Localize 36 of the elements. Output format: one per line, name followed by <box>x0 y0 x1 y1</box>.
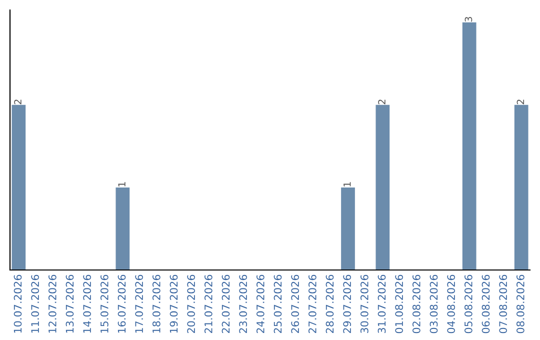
x-tick-label: 08.08.2026 <box>516 274 524 334</box>
x-tick-label: 30.07.2026 <box>360 274 368 334</box>
x-tick-label: 19.07.2026 <box>170 274 178 333</box>
x-tick-label: 17.07.2026 <box>135 274 144 333</box>
x-tick-label: 24.07.2026 <box>256 274 264 334</box>
x-tick-label: 07.08.2026 <box>499 274 508 334</box>
x-tick-label: 23.07.2026 <box>239 274 248 334</box>
x-tick-label: 02.08.2026 <box>412 274 420 334</box>
data-label: 3 <box>464 16 472 22</box>
x-tick-label: 22.07.2026 <box>222 274 230 334</box>
x-tick-label: 26.07.2026 <box>291 274 300 334</box>
x-tick-label: 10.07.2026 <box>14 274 22 333</box>
x-tick-label: 13.07.2026 <box>66 274 74 333</box>
x-tick-label: 01.08.2026 <box>395 274 404 334</box>
data-label: 2 <box>14 100 22 104</box>
data-label: 1 <box>344 182 351 186</box>
x-tick-label: 04.08.2026 <box>447 274 456 334</box>
x-tick-label: 28.07.2026 <box>326 274 334 334</box>
x-tick-label: 18.07.2026 <box>152 274 160 333</box>
x-tick-label: 16.07.2026 <box>118 274 126 333</box>
x-tick-label: 12.07.2026 <box>48 274 56 333</box>
data-label: 1 <box>118 182 126 186</box>
x-tick-label: 11.07.2026 <box>31 274 40 333</box>
x-tick-label: 06.08.2026 <box>482 274 490 334</box>
x-tick-label: 29.07.2026 <box>343 274 352 334</box>
data-label: 2 <box>378 100 386 104</box>
data-label: 2 <box>516 100 524 104</box>
x-tick-label: 21.07.2026 <box>204 274 212 334</box>
x-tick-label: 05.08.2026 <box>464 274 472 334</box>
x-tick-label: 27.07.2026 <box>308 274 316 334</box>
x-tick-label: 14.07.2026 <box>83 274 92 333</box>
x-tick-label: 15.07.2026 <box>100 274 108 333</box>
x-tick-label: 20.07.2026 <box>187 274 196 334</box>
x-tick-label: 03.08.2026 <box>430 274 438 334</box>
x-tick-label: 25.07.2026 <box>274 274 282 334</box>
x-tick-label: 31.07.2026 <box>378 274 386 334</box>
